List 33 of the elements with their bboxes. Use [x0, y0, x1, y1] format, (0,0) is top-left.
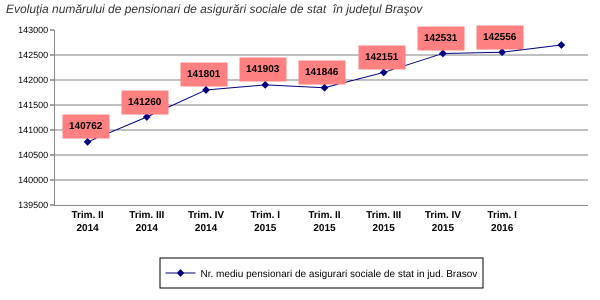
- data-label: 142531: [424, 33, 458, 44]
- y-tick-label: 142000: [18, 75, 48, 86]
- data-label: 141260: [128, 97, 162, 108]
- x-tick-label: Trim. III 2015: [366, 210, 402, 234]
- data-label: 142556: [483, 32, 517, 43]
- y-tick-label: 142500: [18, 50, 48, 60]
- point: [261, 80, 270, 89]
- point: [202, 86, 210, 94]
- data-label: 141903: [246, 64, 280, 75]
- point: [557, 41, 566, 49]
- y-tick-label: 139500: [18, 200, 48, 210]
- point: [320, 84, 328, 92]
- data-label: 141846: [305, 67, 339, 78]
- data-label: 142151: [365, 52, 399, 63]
- x-tick-label: Trim. I 2016: [487, 210, 518, 234]
- x-tick-label: Trim. I 2015: [250, 210, 280, 234]
- chart-title: Evoluţia numărului de pensionari de asigurări sociale de stat în judeţul Braşov: [6, 2, 424, 16]
- data-label: 141801: [187, 69, 221, 80]
- legend-label: Nr. mediu pensionari de asigurari sociale de stat in jud. Brasov: [200, 268, 478, 280]
- y-tick-label: 140500: [18, 150, 48, 160]
- x-tick-label: Trim. II 2015: [308, 210, 341, 234]
- x-tick-label: Trim. III 2014: [129, 210, 165, 234]
- point: [380, 68, 388, 76]
- y-tick-label: 140000: [18, 175, 48, 186]
- point: [439, 50, 447, 58]
- data-label: 140762: [69, 121, 103, 132]
- x-tick-label: Trim. IV 2015: [424, 210, 462, 234]
- y-tick-label: 141000: [18, 125, 48, 136]
- y-tick-label: 143000: [18, 25, 48, 36]
- point: [84, 138, 92, 146]
- y-tick-label: 141500: [18, 100, 48, 110]
- x-tick-label: Trim. IV 2014: [188, 210, 224, 234]
- x-tick-label: Trim. II 2014: [71, 210, 104, 234]
